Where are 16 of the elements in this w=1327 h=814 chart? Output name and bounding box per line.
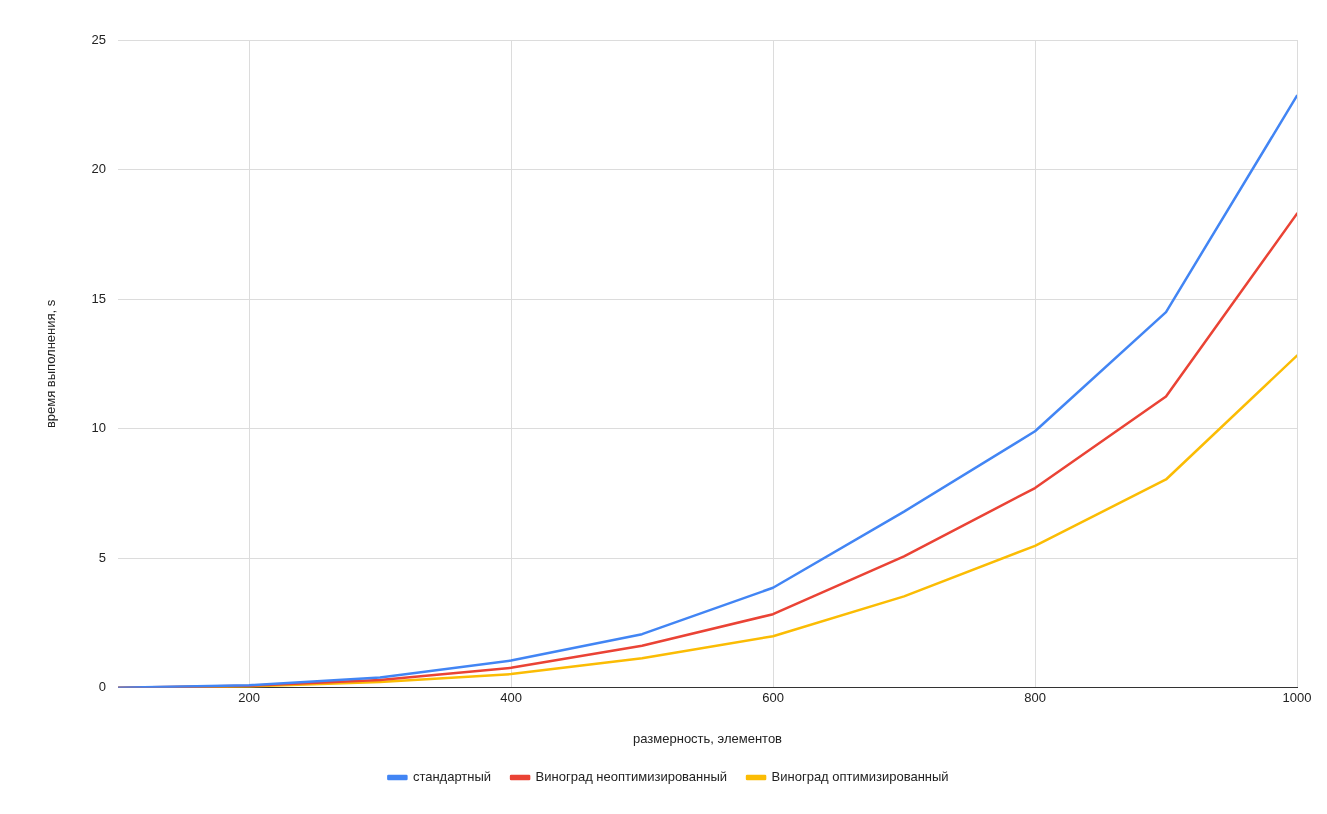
- y-tick-label: 20: [91, 161, 107, 177]
- y-axis-title: время выполнения, s: [43, 299, 59, 429]
- x-tick-label: 400: [500, 690, 522, 706]
- x-axis-title: размерность, элементов: [633, 730, 783, 746]
- x-tick-label: 200: [238, 690, 260, 706]
- x-tick-label: 600: [762, 690, 784, 706]
- y-tick-label: 0: [98, 679, 107, 695]
- y-tick-label: 5: [98, 549, 107, 565]
- y-tick-label: 10: [91, 420, 107, 436]
- x-tick-label: 800: [1024, 690, 1046, 706]
- y-tick-label: 25: [91, 31, 107, 47]
- legend-label: стандартный: [412, 769, 492, 785]
- y-tick-label: 15: [91, 290, 107, 306]
- legend-label: Виноград оптимизированный: [771, 769, 949, 785]
- x-tick-label: 1000: [1282, 690, 1312, 706]
- legend-label: Виноград неоптимизированный: [535, 769, 728, 785]
